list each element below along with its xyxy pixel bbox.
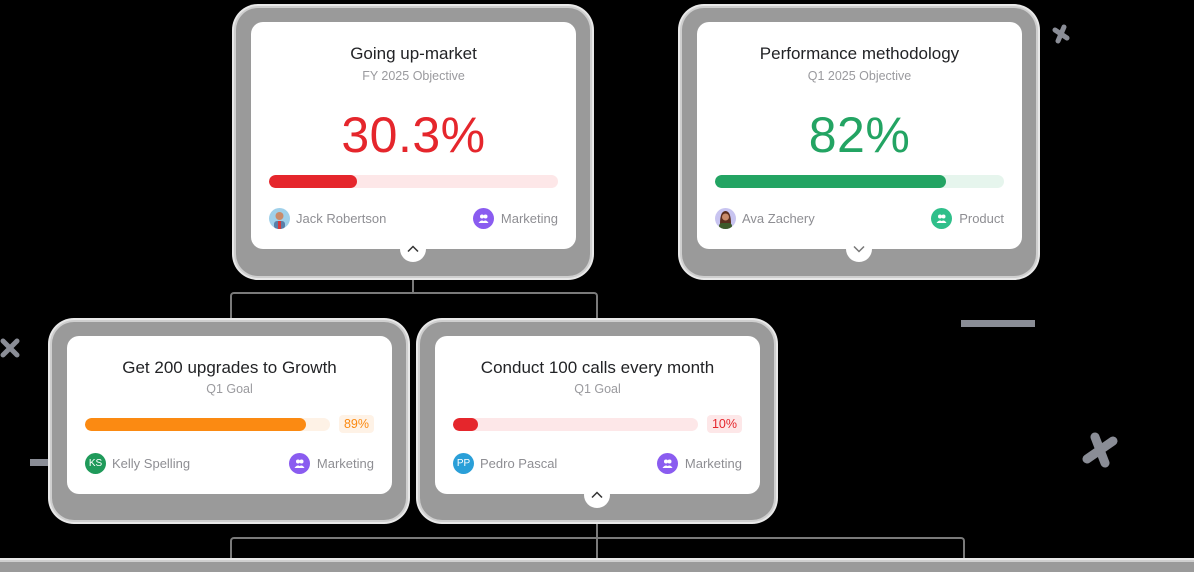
objective-card[interactable]: Going up-market FY 2025 Objective 30.3% … xyxy=(251,22,576,249)
progress-bar xyxy=(453,418,698,431)
objective-subtitle: Q1 2025 Objective xyxy=(807,69,912,83)
progress-fill xyxy=(85,418,306,431)
chevron-down-icon xyxy=(853,245,865,253)
objective-percent: 30.3% xyxy=(341,107,486,163)
chevron-up-icon xyxy=(407,245,419,253)
goal-subtitle: Q1 Goal xyxy=(574,382,621,396)
tree-connector xyxy=(230,292,598,340)
owner-name: Jack Robertson xyxy=(296,211,387,226)
team-icon xyxy=(288,453,310,474)
objective-percent: 82% xyxy=(808,107,911,163)
team-name: Product xyxy=(959,211,1004,226)
objective-title: Going up-market xyxy=(350,44,477,63)
decorative-cross-icon xyxy=(1052,24,1070,44)
percent-badge: 89% xyxy=(338,415,374,433)
avatar xyxy=(269,208,290,229)
expand-toggle[interactable] xyxy=(846,236,872,262)
team-name: Marketing xyxy=(316,456,374,471)
team[interactable]: Marketing xyxy=(472,208,558,229)
expand-toggle[interactable] xyxy=(400,236,426,262)
owner-name: Kelly Spelling xyxy=(112,456,191,471)
decorative-cross-icon xyxy=(0,338,20,358)
team-name: Marketing xyxy=(684,456,742,471)
goal-title: Get 200 upgrades to Growth xyxy=(122,358,337,377)
goal-title: Conduct 100 calls every month xyxy=(480,358,715,377)
percent-badge: 10% xyxy=(706,415,742,433)
goal-card[interactable]: Get 200 upgrades to Growth Q1 Goal 89% K… xyxy=(67,336,392,494)
person-photo-icon xyxy=(719,211,732,229)
team-icon xyxy=(931,208,953,229)
progress-bar xyxy=(715,175,1004,188)
progress-bar xyxy=(269,175,558,188)
goal-card[interactable]: Conduct 100 calls every month Q1 Goal 10… xyxy=(435,336,760,494)
team-name: Marketing xyxy=(500,211,558,226)
avatar xyxy=(715,208,736,229)
owner[interactable]: KS Kelly Spelling xyxy=(85,453,190,474)
team-icon xyxy=(656,453,678,474)
owner[interactable]: Jack Robertson xyxy=(269,208,386,229)
decorative-cross-icon xyxy=(1082,432,1118,468)
progress-bar xyxy=(85,418,330,431)
owner-name: Pedro Pascal xyxy=(480,456,558,471)
person-photo-icon xyxy=(274,212,285,229)
goal-subtitle: Q1 Goal xyxy=(206,382,253,396)
decorative-dash xyxy=(961,320,1035,327)
progress-fill xyxy=(453,418,478,431)
expand-toggle[interactable] xyxy=(584,482,610,508)
progress-fill xyxy=(715,175,947,188)
owner-name: Ava Zachery xyxy=(742,211,815,226)
objective-title: Performance methodology xyxy=(759,44,960,63)
tree-connector xyxy=(230,537,965,572)
team[interactable]: Marketing xyxy=(656,453,742,474)
progress-fill xyxy=(269,175,357,188)
objective-subtitle: FY 2025 Objective xyxy=(362,69,465,83)
objective-card[interactable]: Performance methodology Q1 2025 Objectiv… xyxy=(697,22,1022,249)
owner[interactable]: PP Pedro Pascal xyxy=(453,453,557,474)
tree-connector xyxy=(412,260,414,293)
card-shadow xyxy=(0,562,1194,572)
team-icon xyxy=(472,208,494,229)
owner[interactable]: Ava Zachery xyxy=(715,208,815,229)
team[interactable]: Product xyxy=(931,208,1004,229)
avatar-initials: PP xyxy=(453,453,474,474)
avatar-initials: KS xyxy=(85,453,106,474)
chevron-up-icon xyxy=(591,491,603,499)
team[interactable]: Marketing xyxy=(288,453,374,474)
decorative-dash xyxy=(30,459,68,466)
